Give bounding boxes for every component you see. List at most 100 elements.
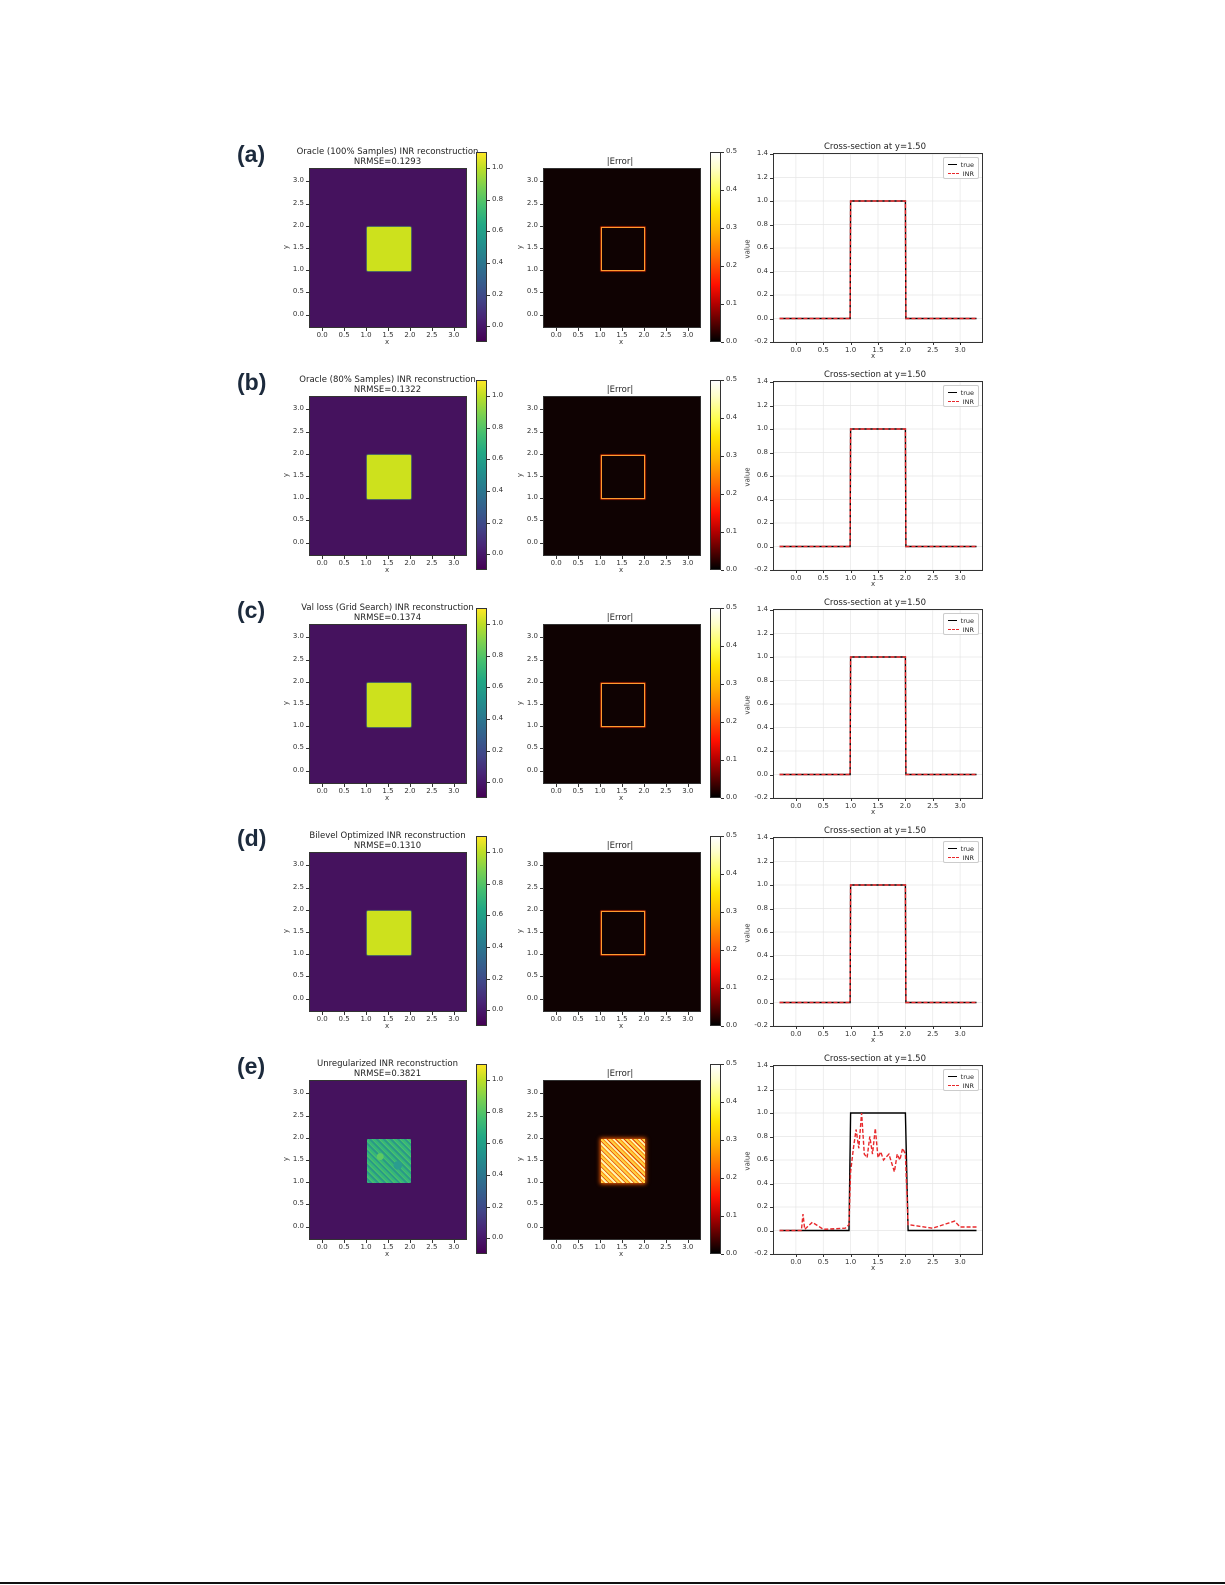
cross-section-ylabel: value <box>743 1151 752 1171</box>
x-tick-mark <box>344 328 346 331</box>
x-tick-mark <box>453 1240 455 1243</box>
nrmse-value: NRMSE=0.3821 <box>353 1069 422 1079</box>
y-tick-label: 2.5 <box>526 882 538 891</box>
colorbar-tick-label: 0.6 <box>492 226 504 235</box>
colorbar-tick-mark <box>721 1178 724 1179</box>
colorbar-tick-label: 0.2 <box>726 1173 738 1181</box>
x-tick-label: 0.0 <box>790 1258 802 1266</box>
x-tick-mark <box>795 342 797 345</box>
y-tick-mark <box>540 909 543 911</box>
y-tick-mark <box>770 657 773 658</box>
y-tick-label: 2.5 <box>292 882 304 891</box>
x-tick-mark <box>431 784 433 787</box>
x-tick-label: 1.5 <box>382 787 394 795</box>
x-tick-mark <box>322 556 324 559</box>
y-tick-mark <box>770 885 773 886</box>
x-tick-label: 2.5 <box>426 787 438 795</box>
x-tick-label: 0.5 <box>338 1243 350 1251</box>
colorbar-tick-mark <box>721 380 724 381</box>
colorbar-tick-mark <box>487 1079 490 1081</box>
legend-label-inr: INR <box>962 625 974 634</box>
x-tick-label: 0.0 <box>790 802 802 810</box>
x-tick-mark <box>960 342 962 345</box>
y-tick-label: 1.0 <box>526 949 538 958</box>
y-tick-mark <box>770 154 773 155</box>
y-tick-label: 2.5 <box>526 426 538 435</box>
y-tick-label: 0.4 <box>756 722 768 731</box>
x-tick-label: 0.5 <box>572 559 584 567</box>
x-tick-label: 1.5 <box>382 1243 394 1251</box>
x-tick-label: 1.5 <box>616 1243 628 1251</box>
y-tick-label: 0.5 <box>526 287 538 296</box>
colorbar-tick-label: 0.8 <box>492 650 504 659</box>
y-tick-mark <box>540 932 543 933</box>
colorbar-tick-label: 0.1 <box>726 1211 738 1219</box>
x-tick-mark <box>622 556 623 559</box>
colorbar-tick-mark <box>487 883 490 885</box>
y-tick-label: -0.2 <box>754 1021 768 1029</box>
y-tick-mark <box>540 248 543 249</box>
cross-section-plot: true INR <box>773 837 983 1027</box>
y-tick-label: 1.0 <box>756 424 768 432</box>
colorbar-tick-label: 0.8 <box>492 1106 504 1115</box>
legend-label-inr: INR <box>962 397 974 406</box>
x-tick-label: 0.0 <box>790 574 802 582</box>
x-tick-label: 3.0 <box>954 1030 966 1038</box>
colorbar-tick-label: 0.4 <box>492 941 504 950</box>
x-tick-mark <box>795 1026 797 1029</box>
y-tick-label: 1.5 <box>526 243 538 251</box>
y-tick-label: 0.5 <box>292 743 304 752</box>
colorbar-tick-mark <box>721 1102 724 1103</box>
colorbar-tick-mark <box>487 427 490 429</box>
y-tick-mark <box>540 976 543 978</box>
x-tick-label: 1.5 <box>872 1030 884 1038</box>
x-tick-mark <box>322 1012 324 1015</box>
x-tick-mark <box>344 1012 346 1015</box>
error-ylabel: y <box>516 1156 525 1162</box>
y-tick-mark <box>770 1066 773 1067</box>
x-tick-label: 2.0 <box>638 787 650 795</box>
x-tick-label: 0.0 <box>316 331 328 339</box>
x-tick-label: 2.5 <box>660 559 672 567</box>
x-tick-mark <box>850 798 852 801</box>
y-tick-mark <box>540 270 543 272</box>
reconstruction-title: Bilevel Optimized INR reconstruction NRM… <box>290 831 485 851</box>
colorbar-tick-mark <box>721 1254 724 1255</box>
x-tick-mark <box>556 328 558 331</box>
y-tick-label: 0.0 <box>756 997 768 1006</box>
y-tick-mark <box>770 224 773 226</box>
y-tick-label: 1.0 <box>526 265 538 274</box>
reconstruction-colorbar <box>476 152 487 342</box>
colorbar-tick-mark <box>721 646 724 647</box>
colorbar-tick-label: 0.0 <box>726 793 738 801</box>
y-tick-label: 0.2 <box>756 746 768 754</box>
y-tick-mark <box>770 499 773 501</box>
x-tick-mark <box>665 784 667 787</box>
error-title: |Error| <box>606 1069 634 1079</box>
x-tick-mark <box>388 1012 389 1015</box>
y-tick-mark <box>306 1226 309 1228</box>
legend-item-inr: INR <box>948 625 974 634</box>
reconstruction-colorbar <box>476 380 487 570</box>
reconstruction-heatmap <box>309 1080 467 1240</box>
legend-label-inr: INR <box>962 169 974 178</box>
y-tick-label: 2.0 <box>292 448 304 457</box>
x-tick-mark <box>600 1012 602 1015</box>
legend-label-true: true <box>960 160 974 169</box>
y-tick-mark <box>306 409 309 411</box>
error-title: |Error| <box>606 385 634 395</box>
x-tick-mark <box>556 784 558 787</box>
y-tick-label: 0.4 <box>756 494 768 503</box>
y-tick-label: 1.5 <box>526 1155 538 1163</box>
colorbar-tick-mark <box>721 760 724 761</box>
x-tick-mark <box>687 556 689 559</box>
colorbar-tick-mark <box>487 623 490 625</box>
colorbar-tick-label: 0.0 <box>492 1233 504 1242</box>
x-tick-label: 1.5 <box>872 802 884 810</box>
y-tick-label: 1.5 <box>292 927 304 935</box>
x-tick-label: 0.0 <box>316 787 328 795</box>
x-tick-mark <box>795 1254 797 1257</box>
x-tick-mark <box>905 1254 907 1257</box>
x-tick-mark <box>344 556 346 559</box>
reconstruction-heatmap <box>309 852 467 1012</box>
